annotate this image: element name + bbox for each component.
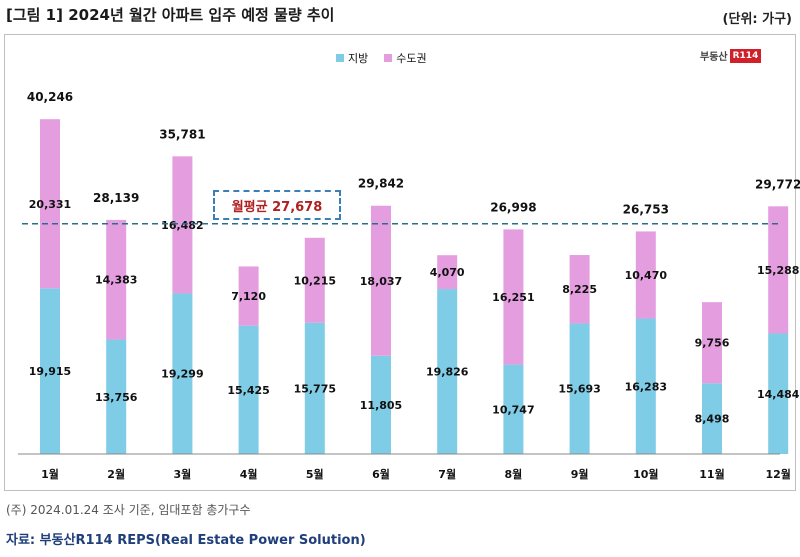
bar-capital-8 bbox=[503, 229, 524, 365]
x-tick-label-6: 6월 bbox=[372, 467, 390, 481]
x-tick-label-1: 1월 bbox=[41, 467, 59, 481]
total-label-1: 40,246 bbox=[27, 90, 73, 104]
bar-capital-10 bbox=[635, 231, 656, 319]
legend-label-capital: 수도권 bbox=[396, 52, 427, 65]
x-tick-label-8: 8월 bbox=[505, 467, 523, 481]
bar-capital-1 bbox=[40, 119, 60, 289]
legend: 지방 수도권 bbox=[336, 50, 427, 66]
logo: 부동산 R114 bbox=[700, 48, 762, 63]
bar-region-7 bbox=[437, 289, 458, 454]
data-label-region-1: 19,915 bbox=[29, 365, 71, 378]
bar-region-4 bbox=[238, 325, 259, 454]
legend-label-region: 지방 bbox=[348, 52, 369, 65]
bar-region-1 bbox=[40, 288, 60, 454]
average-label: 월평균 27,678 bbox=[213, 190, 341, 220]
total-label-3: 35,781 bbox=[159, 127, 205, 141]
bar-region-2 bbox=[106, 339, 127, 454]
legend-swatch-capital bbox=[384, 54, 393, 62]
x-tick-label-3: 3월 bbox=[174, 467, 192, 481]
data-label-region-10: 16,283 bbox=[625, 380, 667, 393]
legend-item-capital: 수도권 bbox=[384, 50, 427, 66]
source-note: 자료: 부동산R114 REPS(Real Estate Power Solut… bbox=[6, 533, 366, 548]
x-tick-label-2: 2월 bbox=[107, 467, 125, 481]
bar-capital-12 bbox=[768, 206, 789, 334]
data-label-capital-11: 9,756 bbox=[695, 337, 730, 350]
data-label-capital-1: 20,331 bbox=[29, 198, 71, 211]
bar-region-12 bbox=[768, 333, 789, 454]
bar-capital-11 bbox=[702, 302, 722, 384]
x-tick-label-5: 5월 bbox=[306, 467, 324, 481]
chart-panel bbox=[4, 34, 796, 491]
data-label-capital-2: 14,383 bbox=[95, 274, 137, 287]
total-label-8: 26,998 bbox=[490, 200, 536, 214]
x-tick-label-12: 12월 bbox=[765, 467, 790, 481]
data-label-capital-12: 15,288 bbox=[757, 264, 799, 277]
x-tick-label-9: 9월 bbox=[571, 467, 589, 481]
bar-region-10 bbox=[635, 318, 656, 454]
chart-title: [그림 1] 2024년 월간 아파트 입주 예정 물량 추이 bbox=[6, 6, 335, 24]
x-tick-label-7: 7월 bbox=[438, 467, 456, 481]
total-label-6: 29,842 bbox=[358, 177, 404, 191]
data-label-region-3: 19,299 bbox=[161, 368, 203, 381]
data-label-region-7: 19,826 bbox=[426, 366, 469, 379]
data-label-capital-8: 16,251 bbox=[492, 291, 534, 304]
data-label-capital-5: 10,215 bbox=[294, 274, 336, 287]
bar-capital-7 bbox=[437, 255, 458, 290]
total-label-10: 26,753 bbox=[623, 202, 669, 216]
data-label-region-2: 13,756 bbox=[95, 391, 138, 404]
data-label-capital-4: 7,120 bbox=[231, 290, 266, 303]
bar-capital-2 bbox=[106, 219, 127, 340]
data-label-capital-9: 8,225 bbox=[562, 283, 597, 296]
bar-region-5 bbox=[304, 322, 325, 454]
x-tick-label-4: 4월 bbox=[240, 467, 258, 481]
bar-capital-5 bbox=[304, 237, 325, 323]
legend-swatch-region bbox=[336, 54, 344, 62]
bar-capital-3 bbox=[172, 156, 193, 294]
data-label-capital-7: 4,070 bbox=[430, 266, 465, 279]
x-tick-label-10: 10월 bbox=[633, 467, 658, 481]
bar-capital-9 bbox=[569, 255, 590, 324]
total-label-12: 29,772 bbox=[755, 177, 800, 191]
data-label-region-11: 8,498 bbox=[695, 413, 730, 426]
bar-capital-6 bbox=[371, 205, 391, 356]
bar-region-3 bbox=[172, 293, 193, 454]
legend-item-region: 지방 bbox=[336, 50, 368, 66]
data-label-region-8: 10,747 bbox=[492, 403, 534, 416]
bar-region-9 bbox=[569, 323, 590, 454]
bar-region-6 bbox=[371, 355, 391, 454]
logo-text: 부동산 bbox=[700, 52, 728, 63]
logo-badge: R114 bbox=[729, 48, 762, 63]
data-label-region-4: 15,425 bbox=[227, 384, 269, 397]
bar-capital-4 bbox=[238, 266, 259, 326]
bar-region-8 bbox=[503, 364, 524, 454]
data-label-region-6: 11,805 bbox=[360, 399, 402, 412]
data-label-region-12: 14,484 bbox=[757, 388, 800, 401]
unit-label: (단위: 가구) bbox=[722, 12, 792, 27]
bar-region-11 bbox=[702, 383, 722, 454]
data-label-capital-3: 16,482 bbox=[161, 219, 203, 232]
data-label-region-5: 15,775 bbox=[294, 382, 336, 395]
data-label-region-9: 15,693 bbox=[558, 383, 600, 396]
data-label-capital-6: 18,037 bbox=[360, 275, 402, 288]
total-label-2: 28,139 bbox=[93, 191, 139, 205]
footnote: (주) 2024.01.24 조사 기준, 임대포함 총가구수 bbox=[6, 503, 251, 517]
data-label-capital-10: 10,470 bbox=[625, 269, 668, 282]
x-tick-label-11: 11월 bbox=[699, 467, 724, 481]
